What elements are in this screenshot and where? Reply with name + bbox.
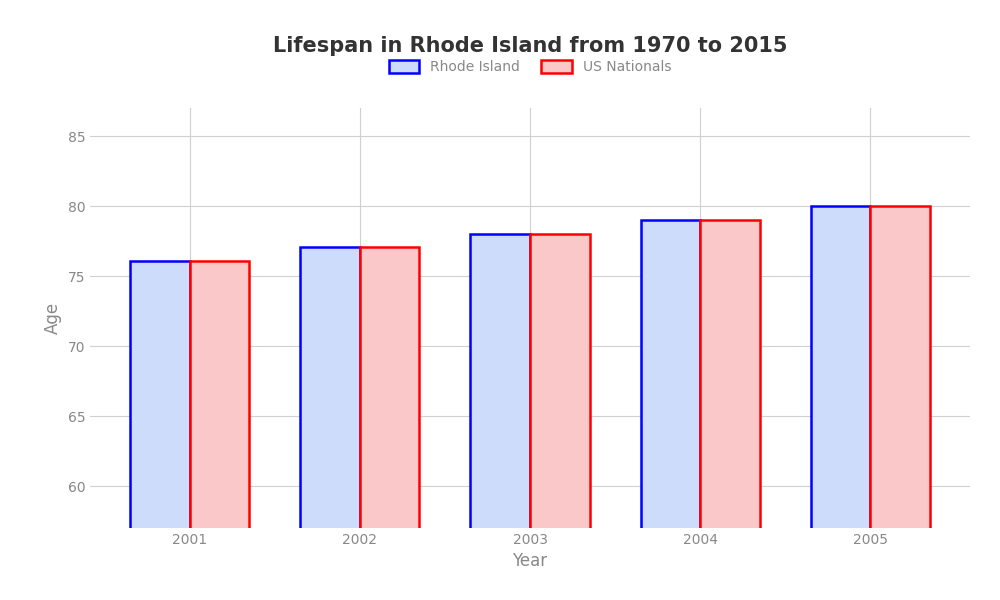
Legend: Rhode Island, US Nationals: Rhode Island, US Nationals [389,61,671,74]
Bar [470,234,530,600]
Bar [190,260,249,600]
Bar [530,234,590,600]
Bar [130,260,190,600]
Bar [360,247,419,600]
Bar [811,206,870,600]
Y-axis label: Age: Age [44,302,62,334]
X-axis label: Year: Year [512,553,548,571]
Bar [870,206,930,600]
Bar [700,220,760,600]
Bar [641,220,700,600]
Bar [300,247,360,600]
Title: Lifespan in Rhode Island from 1970 to 2015: Lifespan in Rhode Island from 1970 to 20… [273,37,787,56]
